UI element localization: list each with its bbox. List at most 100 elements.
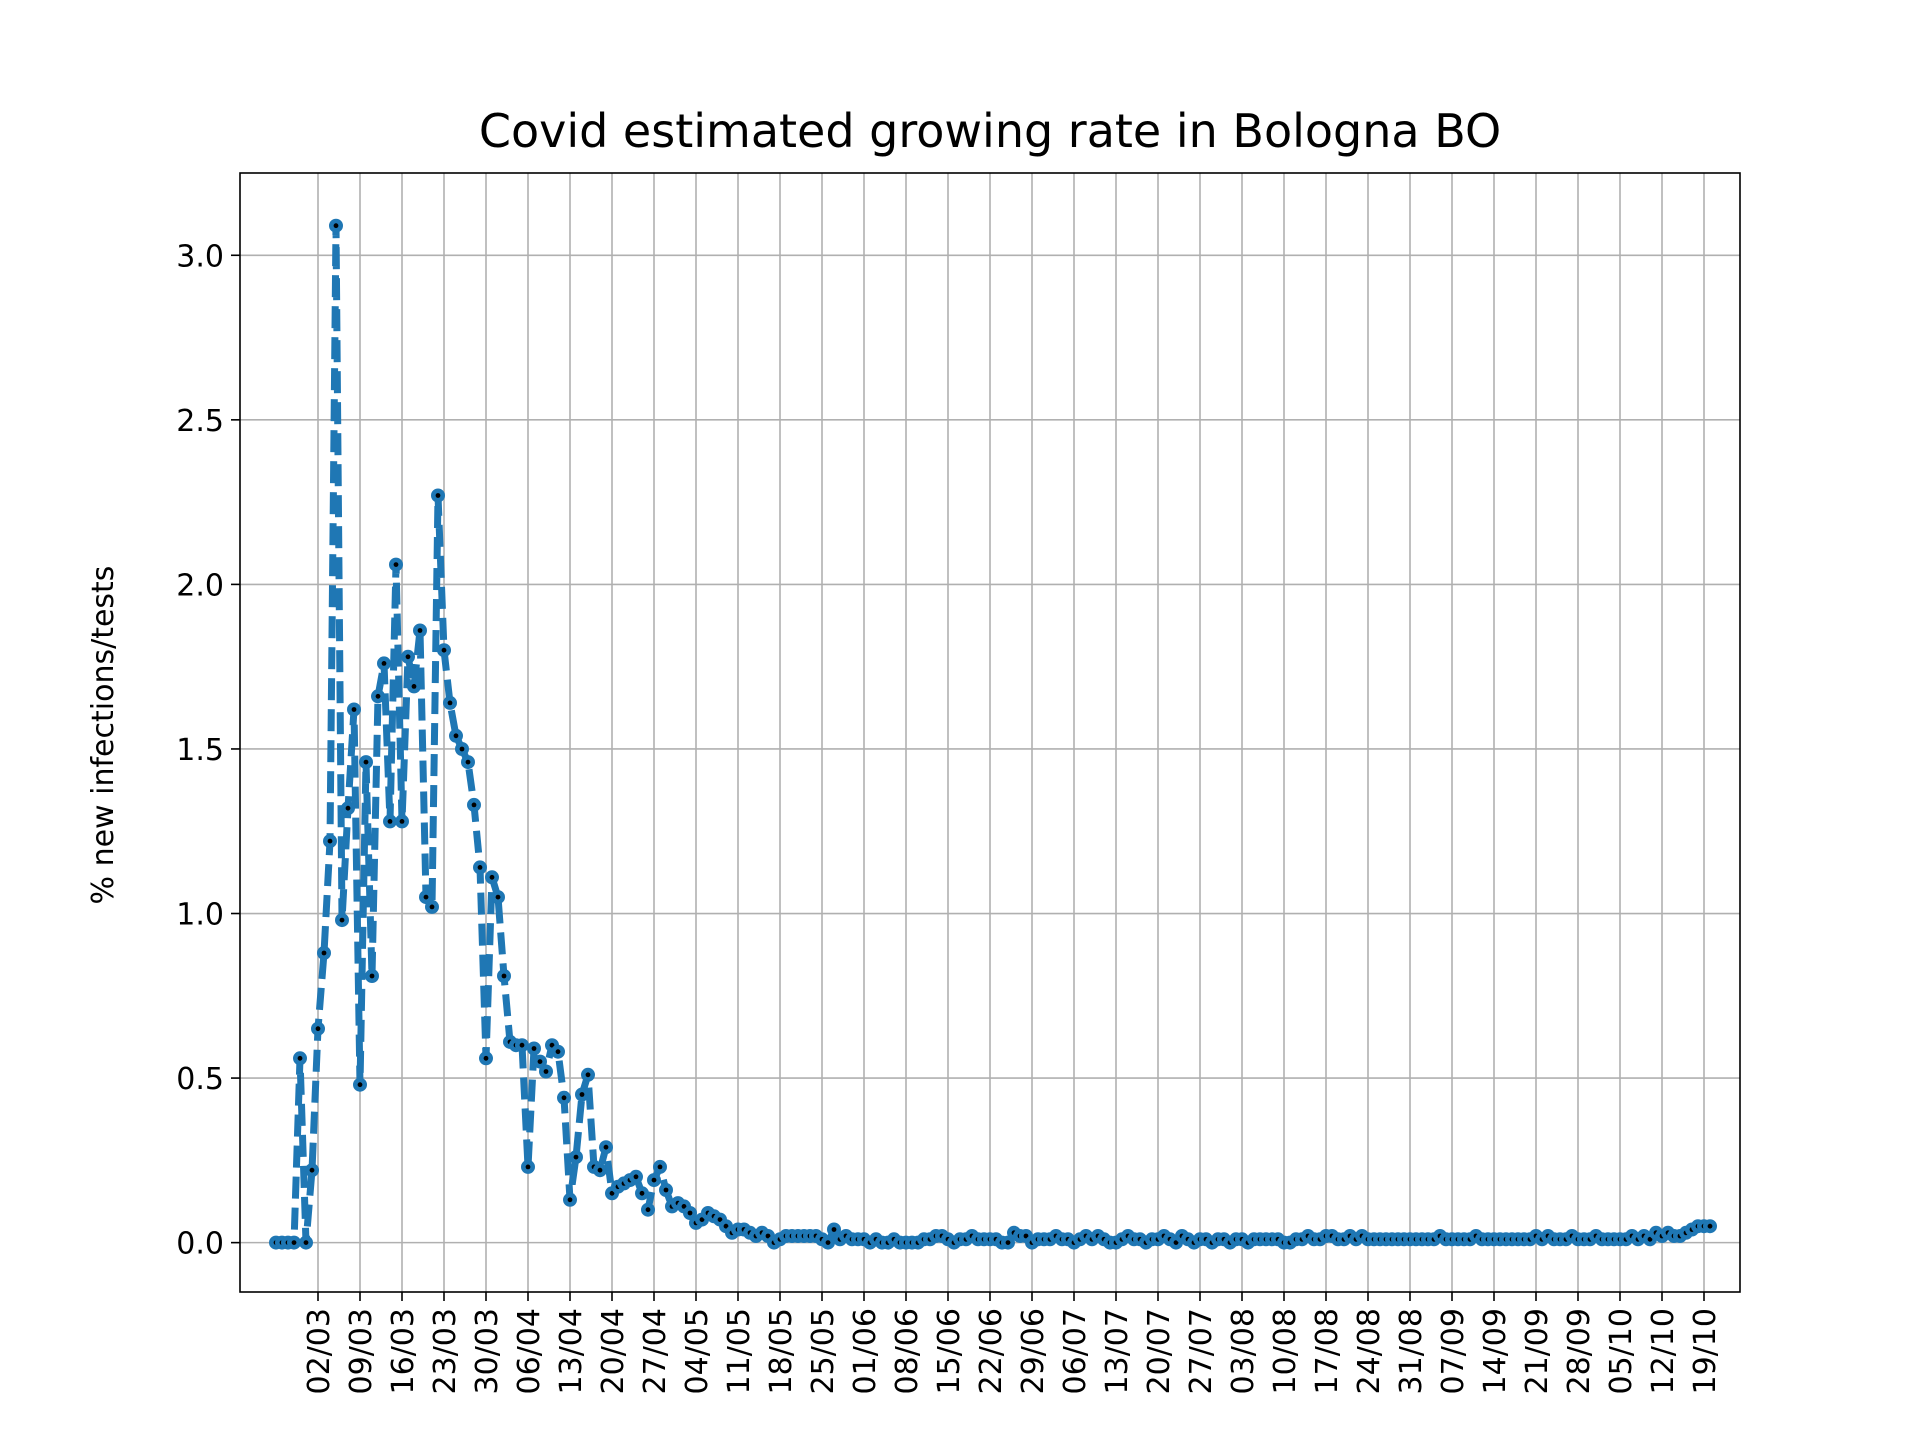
x-tick-label: 23/03 [428,1308,463,1394]
data-point-center [345,805,351,811]
data-point-center [663,1187,669,1193]
data-point-center [459,746,465,752]
x-tick-label: 08/06 [890,1308,925,1394]
data-point-center [435,493,441,498]
y-tick-label: 1.0 [176,898,224,933]
data-point-center [681,1204,687,1209]
x-tick-label: 15/06 [932,1308,967,1394]
data-point-center [297,1055,303,1061]
series-markers [269,218,1717,1250]
data-point-center [1707,1223,1713,1229]
data-point-center [501,973,507,979]
x-tick-label: 12/10 [1646,1308,1681,1394]
x-tick-label: 10/08 [1268,1308,1303,1394]
x-axis: 02/03 09/03 16/03 23/03 30/03 06/04 13/04 20/04… [302,1292,1723,1394]
data-point-center [351,707,357,712]
data-point-center [723,1223,729,1229]
data-point-center [687,1210,693,1216]
x-tick-label: 20/04 [596,1308,631,1394]
data-point-center [495,894,501,900]
x-tick-label: 20/07 [1142,1308,1177,1394]
x-tick-label: 21/09 [1520,1308,1555,1394]
data-point-center [465,759,471,765]
x-tick-label: 27/07 [1184,1308,1219,1394]
x-tick-label: 13/07 [1100,1308,1135,1394]
x-tick-label: 03/08 [1226,1308,1261,1394]
x-tick-label: 11/05 [722,1308,757,1394]
data-point-center [567,1197,573,1203]
data-point-center [393,562,399,567]
x-tick-label: 24/08 [1352,1308,1387,1394]
data-point-center [363,759,369,765]
data-point-center [639,1190,645,1196]
data-point-center [321,950,327,956]
y-tick-label: 2.0 [176,568,224,603]
data-point-center [537,1059,543,1064]
data-point-center [477,865,483,870]
data-point-center [579,1092,585,1097]
y-tick-label: 1.5 [176,733,224,768]
x-tick-label: 16/03 [386,1308,421,1394]
x-tick-label: 22/06 [974,1308,1009,1394]
data-point-center [519,1042,525,1048]
x-tick-label: 30/03 [470,1308,505,1394]
data-point-center [651,1177,657,1183]
y-tick-label: 0.5 [176,1062,224,1097]
data-point-center [417,628,423,633]
x-tick-label: 19/10 [1688,1308,1723,1394]
x-tick-label: 06/04 [512,1308,547,1394]
data-point-center [561,1095,567,1101]
chart-title: Covid estimated growing rate in Bologna … [479,104,1501,158]
x-tick-label: 04/05 [680,1308,715,1394]
data-point-center [633,1174,639,1180]
data-point-center [381,661,387,666]
y-axis-label: % new infections/tests [86,566,121,905]
data-point-center [555,1049,561,1055]
grid [240,173,1740,1292]
data-point-center [831,1227,837,1232]
data-point-center [453,733,459,739]
data-point-center [531,1046,537,1051]
data-point-center [411,684,417,689]
x-tick-label: 09/03 [344,1308,379,1394]
data-point-center [375,693,381,699]
data-point-center [291,1240,297,1245]
data-point-center [549,1042,555,1048]
data-point-center [603,1144,609,1150]
data-point-center [315,1026,321,1032]
x-tick-label: 25/05 [806,1308,841,1394]
data-point-center [471,802,477,808]
data-point-center [387,819,393,824]
x-tick-label: 29/06 [1016,1308,1051,1394]
data-point-center [645,1207,651,1213]
data-point-center [483,1055,489,1061]
data-point-center [1023,1233,1029,1239]
y-tick-label: 3.0 [176,239,224,274]
data-point-center [333,223,339,229]
x-tick-label: 27/04 [638,1308,673,1394]
x-tick-label: 13/04 [554,1308,589,1394]
data-point-center [657,1164,663,1170]
data-point-center [309,1167,315,1173]
data-point-center [399,819,405,824]
data-point-center [423,894,429,900]
data-point-center [303,1240,309,1245]
data-point-center [357,1082,363,1088]
data-point-center [339,917,345,923]
data-point-center [699,1217,705,1222]
x-tick-label: 06/07 [1058,1308,1093,1394]
x-tick-label: 17/08 [1310,1308,1345,1394]
data-point-center [441,647,447,653]
data-point-center [447,700,453,706]
data-point-center [1173,1240,1179,1245]
data-point-center [765,1233,771,1239]
x-tick-label: 14/09 [1478,1308,1513,1394]
data-point-center [573,1154,579,1160]
data-point-center [1647,1236,1653,1242]
data-point-center [405,654,411,660]
x-tick-label: 02/03 [302,1308,337,1394]
y-tick-label: 0.0 [176,1227,224,1262]
